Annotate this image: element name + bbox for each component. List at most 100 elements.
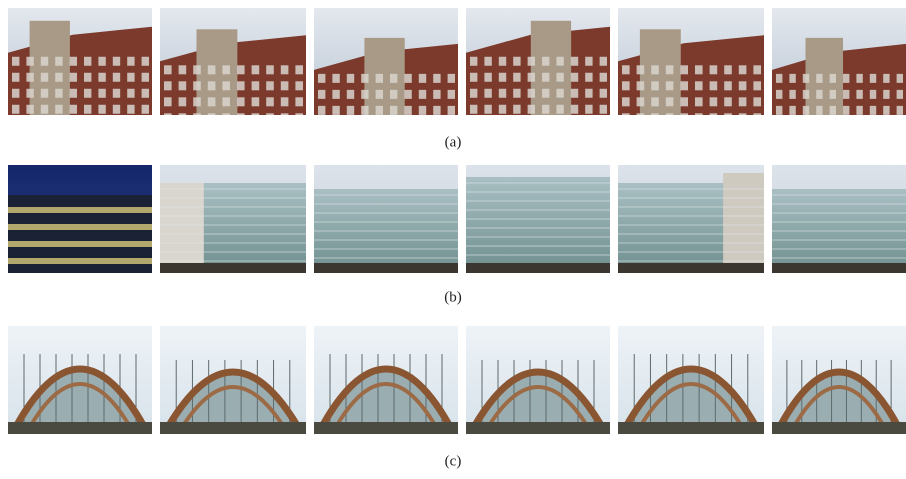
- photo: [772, 165, 906, 273]
- window: [513, 88, 521, 98]
- window: [40, 56, 49, 66]
- window: [127, 104, 135, 114]
- window: [251, 65, 260, 75]
- window: [280, 81, 289, 91]
- window: [570, 88, 579, 98]
- window: [738, 81, 747, 91]
- timber-arch: [466, 368, 610, 434]
- window: [856, 122, 862, 131]
- window: [332, 105, 340, 115]
- window: [404, 122, 411, 131]
- window: [636, 65, 645, 75]
- window: [178, 113, 187, 115]
- window: [856, 73, 863, 83]
- window: [542, 72, 550, 82]
- window: [856, 89, 863, 99]
- window: [84, 56, 92, 66]
- window: [651, 81, 659, 91]
- timber-arch: [634, 382, 748, 434]
- window: [390, 122, 397, 131]
- window: [178, 81, 187, 91]
- window: [40, 104, 49, 114]
- caption: (c): [445, 453, 462, 469]
- ground: [8, 422, 152, 434]
- window: [375, 73, 383, 83]
- window: [776, 89, 783, 99]
- window: [418, 73, 427, 83]
- window: [724, 113, 732, 115]
- window: [222, 65, 230, 75]
- window: [680, 65, 688, 75]
- window: [404, 73, 412, 83]
- window: [802, 89, 810, 99]
- window: [665, 113, 674, 115]
- window: [789, 73, 796, 83]
- window: [26, 56, 34, 66]
- window: [40, 88, 49, 98]
- window: [12, 72, 20, 82]
- window: [266, 113, 274, 115]
- window: [127, 88, 135, 98]
- window: [141, 72, 149, 82]
- timber-arch: [160, 368, 306, 434]
- window: [585, 88, 593, 98]
- ground: [466, 422, 610, 434]
- window: [816, 73, 823, 83]
- window: [556, 56, 564, 66]
- window: [883, 89, 890, 99]
- window: [753, 81, 761, 91]
- window: [318, 105, 326, 115]
- window: [829, 105, 836, 115]
- window: [98, 72, 106, 82]
- window: [709, 113, 718, 115]
- window: [332, 73, 340, 83]
- window: [556, 72, 564, 82]
- window: [897, 122, 903, 131]
- window: [738, 65, 747, 75]
- window: [484, 72, 492, 82]
- window: [776, 122, 782, 131]
- photo: [772, 8, 906, 131]
- window: [164, 81, 172, 91]
- window: [527, 72, 535, 82]
- window: [498, 88, 507, 98]
- photo: [618, 8, 764, 115]
- window: [433, 105, 441, 115]
- window: [12, 88, 20, 98]
- window: [164, 113, 172, 115]
- window: [869, 105, 877, 115]
- caption: (a): [445, 134, 462, 150]
- window: [237, 113, 245, 115]
- window: [665, 97, 674, 107]
- window: [127, 56, 135, 66]
- window: [695, 113, 703, 115]
- lit-floor: [8, 207, 152, 213]
- window: [193, 113, 201, 115]
- window: [527, 88, 535, 98]
- window: [527, 104, 535, 114]
- window: [789, 105, 796, 115]
- window: [680, 81, 688, 91]
- window: [447, 73, 455, 83]
- window: [12, 56, 20, 66]
- window: [498, 104, 507, 114]
- window: [556, 88, 564, 98]
- window: [883, 73, 890, 83]
- window: [361, 89, 369, 99]
- photo: [314, 165, 458, 273]
- window: [404, 89, 412, 99]
- ground: [772, 422, 906, 434]
- photo: [618, 165, 764, 273]
- photo: [314, 326, 458, 434]
- window: [470, 104, 478, 114]
- window: [484, 88, 492, 98]
- window: [346, 105, 355, 115]
- window: [802, 105, 810, 115]
- window: [266, 65, 274, 75]
- window: [237, 97, 245, 107]
- photo: [160, 8, 306, 115]
- window: [69, 104, 77, 114]
- stone-block: [196, 29, 238, 115]
- concrete: [160, 183, 204, 273]
- window: [883, 105, 890, 115]
